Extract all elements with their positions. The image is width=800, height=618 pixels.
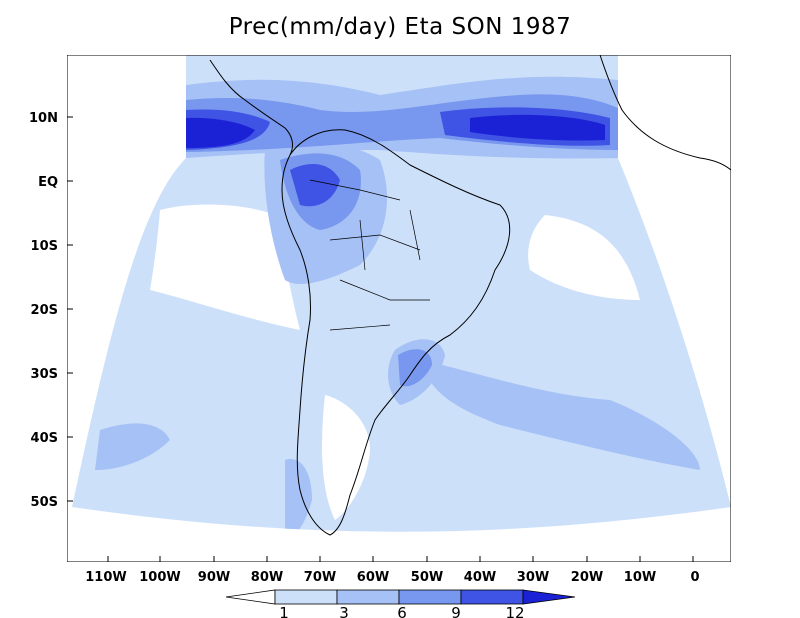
precip-field — [95, 76, 700, 532]
precip-band-12plus-atlantic — [470, 114, 605, 141]
lon-tick-label: 30W — [517, 570, 549, 585]
lon-axis: 110W 100W 90W 80W 70W 60W 50W 40W 30W 20… — [85, 556, 700, 585]
lat-tick-label: 30S — [31, 367, 58, 382]
lat-tick-label: 10S — [31, 239, 58, 254]
dry-region-se-pacific — [150, 204, 300, 330]
africa-coast — [599, 55, 731, 171]
colorbar-label: 1 — [279, 604, 289, 618]
colorbar-label: 3 — [339, 604, 349, 618]
colorbar-segment — [336, 589, 400, 605]
colorbar-segment — [274, 589, 338, 605]
lon-tick-label: 0 — [690, 570, 699, 585]
dry-region-south-atlantic — [528, 215, 640, 300]
lon-tick-label: 110W — [85, 570, 126, 585]
lat-tick-label: 50S — [31, 495, 58, 510]
lon-tick-label: 10W — [624, 570, 656, 585]
central-america-coast — [209, 59, 293, 156]
colorbar-label: 6 — [397, 604, 407, 618]
precip-band-3-6-pacific — [95, 423, 170, 470]
colorbar-label: 9 — [451, 604, 461, 618]
lon-tick-label: 70W — [304, 570, 336, 585]
country-borders — [309, 179, 430, 331]
precip-band-3-6-atlantic — [420, 360, 700, 470]
south-america-coast — [281, 129, 511, 536]
lon-tick-label: 100W — [139, 570, 180, 585]
lon-tick-label: 90W — [198, 570, 230, 585]
colorbar-segment — [225, 589, 276, 605]
map-title: Prec(mm/day) Eta SON 1987 — [228, 14, 572, 40]
precip-band-9-12-colombia — [290, 164, 340, 207]
lon-tick-label: 50W — [411, 570, 443, 585]
colorbar-segment — [460, 589, 524, 605]
lon-tick-label: 20W — [571, 570, 603, 585]
colorbar-segment — [398, 589, 462, 605]
lon-tick-label: 80W — [251, 570, 283, 585]
lat-tick-label: 20S — [31, 303, 58, 318]
lon-tick-label: 60W — [357, 570, 389, 585]
dry-region-patagonia — [322, 395, 370, 520]
precip-band-12plus-itcz — [186, 117, 255, 148]
colorbar-label: 12 — [505, 604, 524, 618]
lat-tick-label: 40S — [31, 431, 58, 446]
lat-tick-label: 10N — [29, 111, 58, 126]
precip-band-3-6-chile — [285, 459, 312, 532]
lat-axis: 10N EQ 10S 20S 30S 40S 50S — [29, 111, 73, 510]
lat-tick-label: EQ — [38, 175, 58, 190]
lon-tick-label: 40W — [464, 570, 496, 585]
colorbar: 1 3 6 9 12 — [225, 589, 576, 618]
coastlines — [209, 55, 731, 536]
colorbar-segment — [522, 589, 576, 605]
